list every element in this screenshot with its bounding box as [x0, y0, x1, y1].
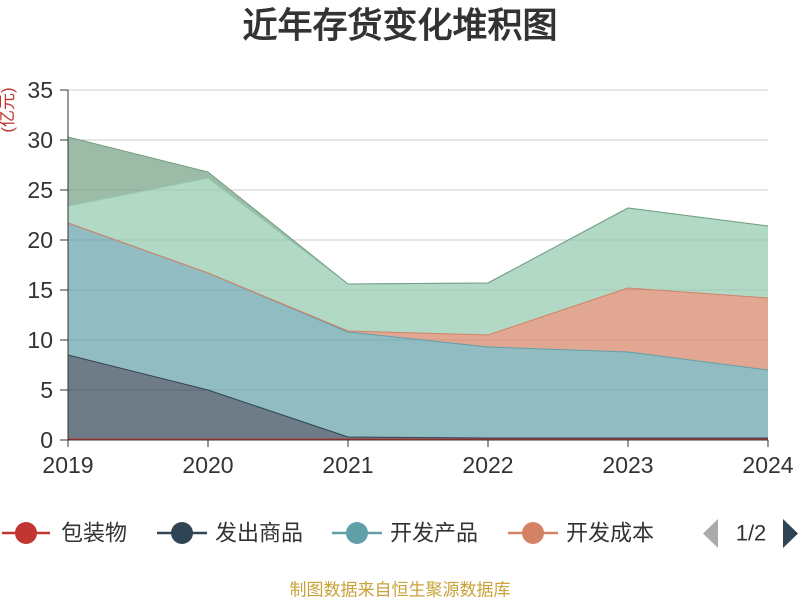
legend-item-development-costs[interactable]: 开发成本: [508, 521, 654, 546]
legend-label: 发出商品: [215, 521, 303, 546]
line-series-6: [67, 136, 769, 285]
legend-label: 开发产品: [390, 521, 478, 546]
area-series-5: [68, 178, 768, 335]
y-tick-label: 0: [40, 427, 53, 453]
line-series-2: [67, 354, 768, 439]
x-tick-label: 2023: [602, 452, 653, 478]
pager-next-icon[interactable]: [783, 519, 798, 548]
legend: 包装物 发出商品 开发产品 开发成本: [2, 521, 654, 546]
legend-label: 包装物: [61, 521, 127, 546]
y-tick-label: 10: [27, 327, 53, 353]
stacked-areas: [68, 137, 768, 440]
area-series-3: [68, 223, 768, 438]
legend-circle-icon: [15, 522, 37, 544]
chart-title: 近年存货变化堆积图: [242, 7, 557, 46]
legend-label: 开发成本: [566, 521, 654, 546]
legend-pager: 1/2: [703, 519, 798, 548]
pager-page-indicator: 1/2: [736, 521, 767, 546]
y-tick-label: 5: [40, 377, 53, 403]
y-tick-label: 30: [27, 127, 53, 153]
y-tick-label: 25: [27, 177, 53, 203]
data-source-note: 制图数据来自恒生聚源数据库: [290, 581, 511, 600]
series-lines: [67, 136, 769, 440]
x-tick-label: 2022: [462, 452, 513, 478]
y-tick-label: 20: [27, 227, 53, 253]
y-tick-label: 15: [27, 277, 53, 303]
x-tick-label: 2024: [742, 452, 793, 478]
legend-circle-icon: [171, 522, 193, 544]
area-series-4: [68, 223, 768, 370]
legend-item-developed-products[interactable]: 开发产品: [332, 521, 478, 546]
legend-circle-icon: [522, 522, 544, 544]
x-tick-label: 2020: [182, 452, 233, 478]
x-tick-label: 2019: [42, 452, 93, 478]
area-series-2: [68, 355, 768, 439]
line-series-4: [67, 222, 769, 336]
pager-prev-icon[interactable]: [703, 519, 718, 548]
legend-item-goods-shipped[interactable]: 发出商品: [157, 521, 303, 546]
x-tick-label: 2021: [322, 452, 373, 478]
y-axis-title: (亿元): [0, 87, 17, 132]
legend-item-packaging[interactable]: 包装物: [2, 521, 127, 546]
y-tick-label: 35: [27, 77, 53, 103]
legend-circle-icon: [346, 522, 368, 544]
axes: 0 5 10 15 20 25 30 35 2019 2020 2021 2022 2023 2024: [27, 77, 793, 478]
